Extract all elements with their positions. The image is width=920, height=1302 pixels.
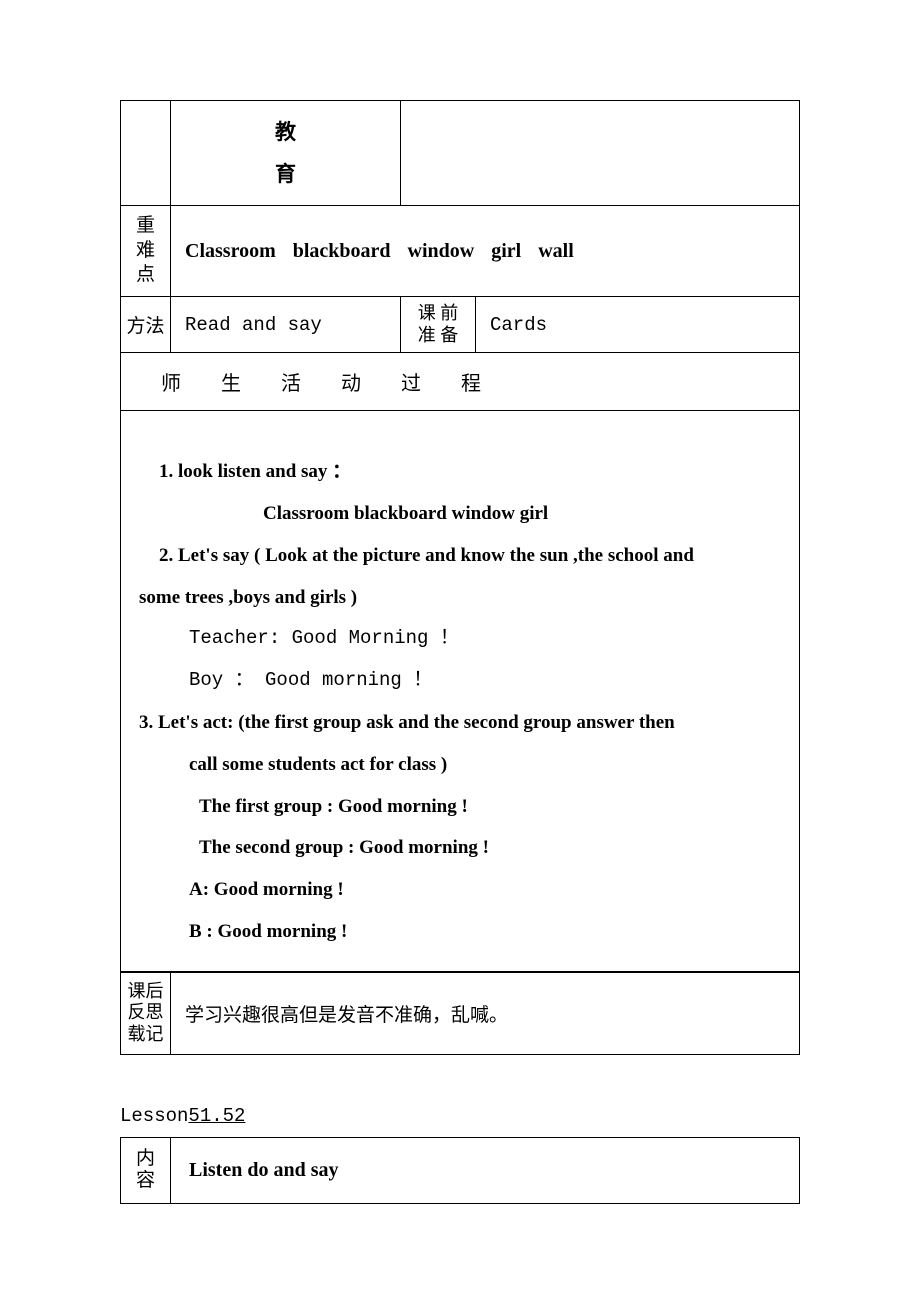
education-label: 教育 (171, 101, 401, 206)
prep-label: 课 前准 备 (401, 297, 476, 353)
activity-line: Teacher: Good Morning ！ (139, 618, 781, 660)
lesson-prefix: Lesson (120, 1105, 188, 1127)
activity-line: 2. Let's say ( Look at the picture and k… (139, 535, 781, 577)
activity-line: A: Good morning ! (139, 869, 781, 911)
activity-line: 1. look listen and say ： (139, 451, 781, 493)
education-label-left (121, 101, 171, 206)
activity-line: B : Good morning ! (139, 911, 781, 953)
activity-line: 3. Let's act: (the first group ask and t… (139, 702, 781, 744)
content-value: Listen do and say (171, 1137, 800, 1204)
content-label: 内容 (121, 1137, 171, 1204)
reflection-table: 课后反思载记 学习兴趣很高但是发音不准确，乱喊。 (120, 972, 800, 1055)
activity-header: 师生活动过程 (120, 353, 800, 411)
activity-line: call some students act for class ) (139, 744, 781, 786)
prep-value: Cards (476, 297, 800, 353)
lesson-title: Lesson 51.52 (120, 1105, 800, 1127)
important-label: 重难点 (121, 206, 171, 297)
activity-line: Classroom blackboard window girl (139, 493, 781, 535)
method-value: Read and say (171, 297, 401, 353)
lesson-number: 51.52 (188, 1105, 318, 1127)
activity-line: The second group : Good morning ! (139, 827, 781, 869)
activity-line: The first group : Good morning ! (139, 786, 781, 828)
reflection-label: 课后反思载记 (121, 972, 171, 1054)
method-label: 方法 (121, 297, 171, 353)
lesson-plan-header-table: 教育 重难点 Classroom blackboard window girl … (120, 100, 800, 353)
education-content (401, 101, 800, 206)
important-value: Classroom blackboard window girl wall (171, 206, 800, 297)
activity-content: 1. look listen and say ：Classroom blackb… (120, 411, 800, 972)
activity-line: Boy ： Good morning ！ (139, 660, 781, 702)
reflection-content: 学习兴趣很高但是发音不准确，乱喊。 (171, 972, 800, 1054)
activity-line: some trees ,boys and girls ) (139, 577, 781, 619)
content-table: 内容 Listen do and say (120, 1137, 800, 1205)
